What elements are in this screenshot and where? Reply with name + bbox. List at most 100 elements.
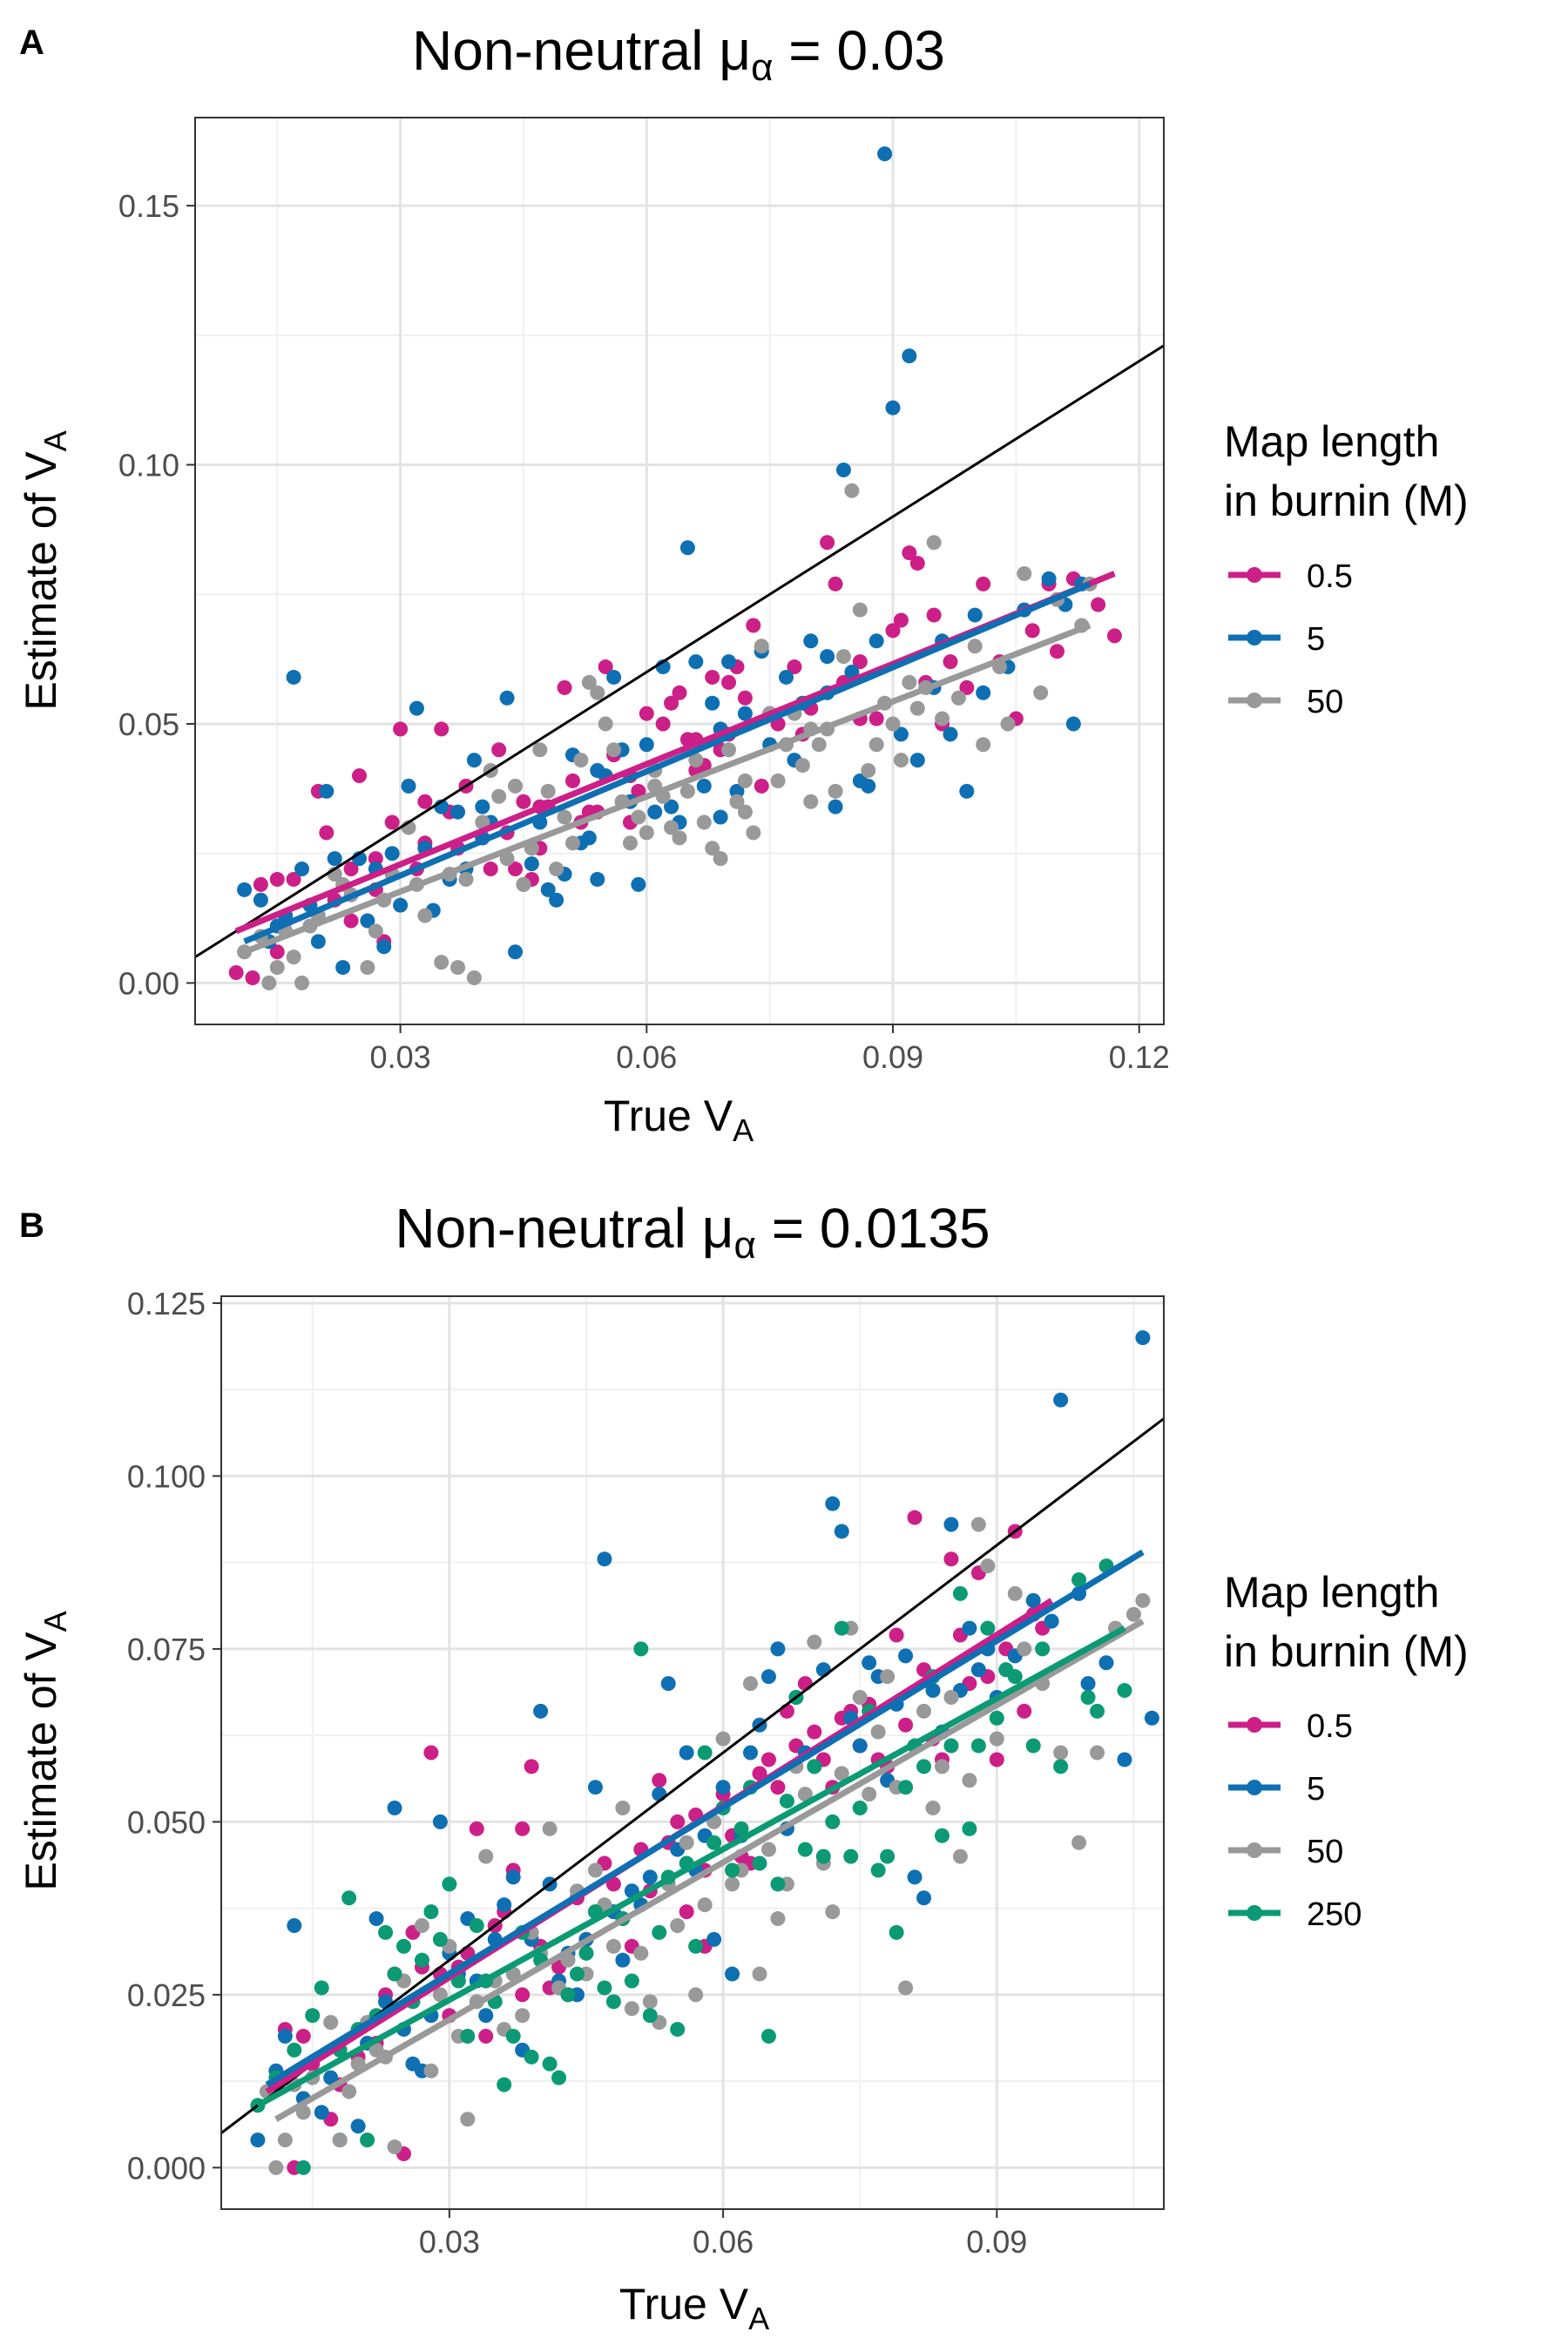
point-series-2 xyxy=(746,825,761,841)
point-series-3 xyxy=(423,1904,439,1920)
panel-b: B Non-neutral μα = 0.0135 0.03 0.06 0.090.… xyxy=(17,1197,1469,2336)
point-series-2 xyxy=(737,773,753,788)
point-series-3 xyxy=(578,1945,594,1961)
point-series-0 xyxy=(483,862,498,877)
point-series-1 xyxy=(721,654,737,670)
trend-line-series-1 xyxy=(243,581,1092,945)
point-series-2 xyxy=(1125,1606,1141,1622)
point-series-3 xyxy=(432,1931,448,1947)
point-series-2 xyxy=(916,1703,932,1719)
point-series-0 xyxy=(797,1676,813,1692)
point-series-2 xyxy=(1017,565,1032,581)
point-series-1 xyxy=(959,783,975,799)
point-series-3 xyxy=(1071,1572,1087,1588)
legend-title-line2: in burnin (M) xyxy=(1224,1627,1469,1676)
point-series-0 xyxy=(885,623,901,639)
point-series-0 xyxy=(295,2029,311,2044)
point-series-3 xyxy=(807,1759,822,1774)
point-series-1 xyxy=(898,1648,914,1664)
point-series-3 xyxy=(305,2008,321,2024)
point-series-2 xyxy=(664,820,679,835)
point-series-1 xyxy=(478,2008,494,2024)
point-series-1 xyxy=(885,400,901,416)
point-series-1 xyxy=(907,1869,923,1885)
legend-key-dot xyxy=(1247,1717,1262,1733)
point-series-2 xyxy=(976,737,991,753)
point-series-0 xyxy=(746,618,761,633)
point-series-1 xyxy=(319,783,335,799)
point-series-2 xyxy=(834,1766,849,1781)
point-series-2 xyxy=(705,841,720,856)
point-series-3 xyxy=(1007,1669,1023,1685)
point-series-1 xyxy=(376,939,392,955)
point-series-3 xyxy=(287,2042,302,2058)
point-series-2 xyxy=(1007,1585,1023,1601)
point-series-3 xyxy=(889,1924,904,1940)
fit-lines xyxy=(221,1417,1164,2134)
point-series-1 xyxy=(590,871,605,887)
point-series-1 xyxy=(909,753,925,768)
point-series-2 xyxy=(642,1994,658,2010)
point-series-2 xyxy=(606,742,622,758)
point-series-3 xyxy=(752,1855,767,1871)
x-axis-title: True VA xyxy=(619,2280,769,2336)
legend-label: 50 xyxy=(1307,1834,1343,1870)
point-series-2 xyxy=(935,711,950,727)
point-series-3 xyxy=(1080,1689,1096,1705)
point-series-0 xyxy=(1091,597,1106,612)
point-series-2 xyxy=(828,783,843,799)
chart-title-sub: α xyxy=(733,1224,755,1267)
point-series-0 xyxy=(898,1717,914,1733)
point-series-2 xyxy=(754,639,769,654)
point-series-2 xyxy=(261,975,277,990)
point-series-3 xyxy=(852,1801,868,1816)
point-series-3 xyxy=(943,1738,959,1754)
point-series-1 xyxy=(597,1551,612,1567)
point-series-3 xyxy=(505,2029,521,2044)
point-series-3 xyxy=(797,1842,813,1857)
point-series-2 xyxy=(581,674,597,690)
chart-title-base: Non-neutral μ xyxy=(395,1197,733,1260)
point-series-1 xyxy=(652,1787,667,1802)
point-series-0 xyxy=(679,1904,694,1920)
fit-lines xyxy=(195,344,1164,958)
point-series-1 xyxy=(286,669,301,685)
point-series-2 xyxy=(880,1669,896,1685)
point-series-2 xyxy=(967,639,983,654)
legend-key-dot xyxy=(1247,1905,1262,1921)
point-series-1 xyxy=(815,1662,831,1678)
point-series-3 xyxy=(980,1620,996,1636)
point-series-1 xyxy=(1098,1655,1114,1671)
point-series-3 xyxy=(989,1710,1004,1726)
point-series-1 xyxy=(664,799,679,814)
legend-key-dot xyxy=(1247,1842,1262,1858)
point-series-1 xyxy=(743,1745,759,1761)
point-series-1 xyxy=(970,1662,986,1678)
x-tick-label: 0.12 xyxy=(1109,1039,1170,1075)
point-series-2 xyxy=(516,876,531,892)
point-series-1 xyxy=(916,1890,932,1906)
x-tick-label: 0.06 xyxy=(616,1039,677,1075)
point-series-2 xyxy=(770,773,786,788)
point-series-2 xyxy=(898,1980,914,1996)
point-series-2 xyxy=(475,814,490,830)
point-series-1 xyxy=(335,960,351,976)
legend-title-line1: Map length xyxy=(1224,1568,1439,1617)
point-series-2 xyxy=(460,2112,476,2127)
point-series-2 xyxy=(368,923,383,939)
point-series-3 xyxy=(341,1890,357,1906)
point-series-1 xyxy=(679,1745,694,1761)
point-series-2 xyxy=(268,2159,284,2175)
point-series-2 xyxy=(852,1689,868,1705)
point-series-3 xyxy=(1117,1683,1132,1699)
point-series-1 xyxy=(925,1683,941,1699)
point-series-3 xyxy=(706,1835,722,1850)
point-series-1 xyxy=(706,1931,722,1947)
point-series-2 xyxy=(844,483,860,498)
point-series-1 xyxy=(1025,1592,1041,1608)
point-series-0 xyxy=(508,862,524,877)
point-series-2 xyxy=(688,753,704,768)
point-series-2 xyxy=(491,788,507,804)
x-axis-title-sub: A xyxy=(733,1112,754,1148)
point-series-1 xyxy=(387,1801,402,1816)
